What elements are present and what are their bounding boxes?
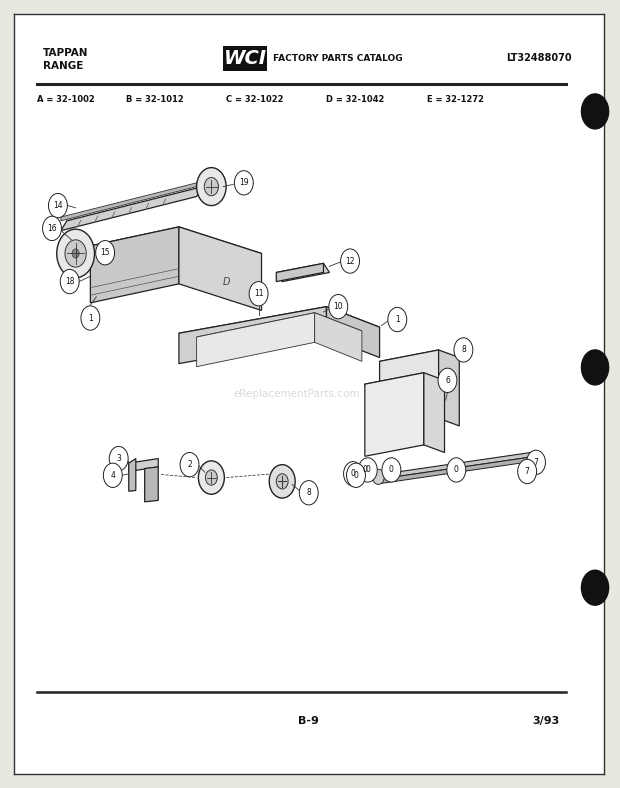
Circle shape bbox=[447, 458, 466, 482]
Text: 3/93: 3/93 bbox=[533, 716, 560, 726]
Polygon shape bbox=[91, 227, 262, 273]
Circle shape bbox=[582, 571, 609, 605]
Polygon shape bbox=[197, 313, 315, 366]
Text: 1: 1 bbox=[88, 314, 93, 322]
Text: 8: 8 bbox=[461, 345, 466, 355]
Circle shape bbox=[277, 474, 288, 489]
Text: 8: 8 bbox=[306, 489, 311, 497]
Polygon shape bbox=[91, 227, 179, 303]
Circle shape bbox=[198, 461, 224, 494]
Text: RANGE: RANGE bbox=[43, 61, 84, 71]
Text: D: D bbox=[223, 277, 230, 287]
Polygon shape bbox=[61, 187, 203, 231]
Text: B = 32-1012: B = 32-1012 bbox=[126, 95, 184, 105]
Circle shape bbox=[382, 458, 401, 482]
Polygon shape bbox=[129, 459, 158, 471]
Text: FACTORY PARTS CATALOG: FACTORY PARTS CATALOG bbox=[273, 54, 403, 63]
Text: 12: 12 bbox=[345, 257, 355, 266]
Text: 7: 7 bbox=[525, 467, 529, 476]
Circle shape bbox=[60, 269, 79, 294]
Polygon shape bbox=[129, 459, 136, 491]
Text: 0: 0 bbox=[363, 466, 367, 474]
Circle shape bbox=[518, 459, 536, 484]
Polygon shape bbox=[179, 307, 379, 354]
Polygon shape bbox=[379, 456, 536, 484]
Text: 0: 0 bbox=[365, 466, 370, 474]
Text: 10: 10 bbox=[334, 302, 343, 311]
Polygon shape bbox=[379, 350, 438, 363]
Circle shape bbox=[373, 469, 384, 485]
Polygon shape bbox=[315, 313, 362, 362]
Circle shape bbox=[65, 240, 86, 267]
Circle shape bbox=[48, 194, 68, 217]
Circle shape bbox=[104, 463, 122, 488]
Polygon shape bbox=[365, 373, 424, 456]
Text: 6: 6 bbox=[445, 376, 450, 385]
Circle shape bbox=[582, 350, 609, 385]
Polygon shape bbox=[197, 313, 362, 355]
Polygon shape bbox=[438, 350, 459, 426]
Circle shape bbox=[388, 307, 407, 332]
Circle shape bbox=[95, 240, 115, 265]
Text: 16: 16 bbox=[47, 224, 57, 233]
Polygon shape bbox=[179, 307, 327, 363]
Text: 3: 3 bbox=[117, 454, 121, 463]
Polygon shape bbox=[424, 373, 445, 452]
Circle shape bbox=[109, 447, 128, 470]
Text: 2: 2 bbox=[187, 460, 192, 469]
Text: 7: 7 bbox=[534, 458, 538, 466]
FancyBboxPatch shape bbox=[223, 46, 267, 71]
Circle shape bbox=[180, 452, 199, 477]
Circle shape bbox=[343, 462, 363, 486]
Text: 0: 0 bbox=[389, 466, 394, 474]
Polygon shape bbox=[61, 183, 197, 221]
Circle shape bbox=[204, 177, 218, 195]
Circle shape bbox=[56, 229, 94, 278]
Circle shape bbox=[347, 463, 365, 488]
Text: 4: 4 bbox=[110, 470, 115, 480]
Polygon shape bbox=[365, 373, 424, 386]
Circle shape bbox=[582, 94, 609, 129]
Polygon shape bbox=[379, 350, 438, 429]
Polygon shape bbox=[327, 307, 379, 358]
Circle shape bbox=[329, 295, 348, 319]
Text: 0: 0 bbox=[350, 470, 355, 478]
Polygon shape bbox=[277, 263, 329, 281]
Text: 14: 14 bbox=[53, 201, 63, 210]
Circle shape bbox=[72, 249, 79, 258]
Text: E = 32-1272: E = 32-1272 bbox=[427, 95, 484, 105]
Text: WCI: WCI bbox=[224, 49, 267, 68]
Text: LT32488070: LT32488070 bbox=[507, 54, 572, 63]
Polygon shape bbox=[144, 467, 158, 502]
Circle shape bbox=[526, 450, 546, 474]
Circle shape bbox=[81, 306, 100, 330]
Circle shape bbox=[43, 216, 61, 240]
Text: TAPPAN: TAPPAN bbox=[43, 48, 89, 58]
Circle shape bbox=[299, 481, 318, 505]
Circle shape bbox=[234, 171, 254, 195]
Polygon shape bbox=[379, 452, 536, 479]
Text: 19: 19 bbox=[239, 178, 249, 188]
Text: A = 32-1002: A = 32-1002 bbox=[37, 95, 95, 105]
Circle shape bbox=[340, 249, 360, 273]
Text: 15: 15 bbox=[100, 248, 110, 257]
Circle shape bbox=[197, 168, 226, 206]
Circle shape bbox=[358, 458, 377, 482]
Circle shape bbox=[454, 338, 473, 362]
Circle shape bbox=[269, 465, 295, 498]
Polygon shape bbox=[277, 263, 324, 281]
Text: D = 32-1042: D = 32-1042 bbox=[327, 95, 385, 105]
Text: 18: 18 bbox=[65, 277, 74, 286]
Text: B-9: B-9 bbox=[298, 716, 319, 726]
Circle shape bbox=[438, 368, 457, 392]
Text: 0: 0 bbox=[454, 466, 459, 474]
Text: 1: 1 bbox=[395, 315, 400, 324]
Text: 11: 11 bbox=[254, 289, 264, 298]
Circle shape bbox=[249, 281, 268, 306]
Text: eReplacementParts.com: eReplacementParts.com bbox=[234, 389, 360, 399]
Text: 0: 0 bbox=[353, 470, 358, 480]
Text: C = 32-1022: C = 32-1022 bbox=[226, 95, 283, 105]
Polygon shape bbox=[179, 227, 262, 310]
Circle shape bbox=[205, 470, 217, 485]
